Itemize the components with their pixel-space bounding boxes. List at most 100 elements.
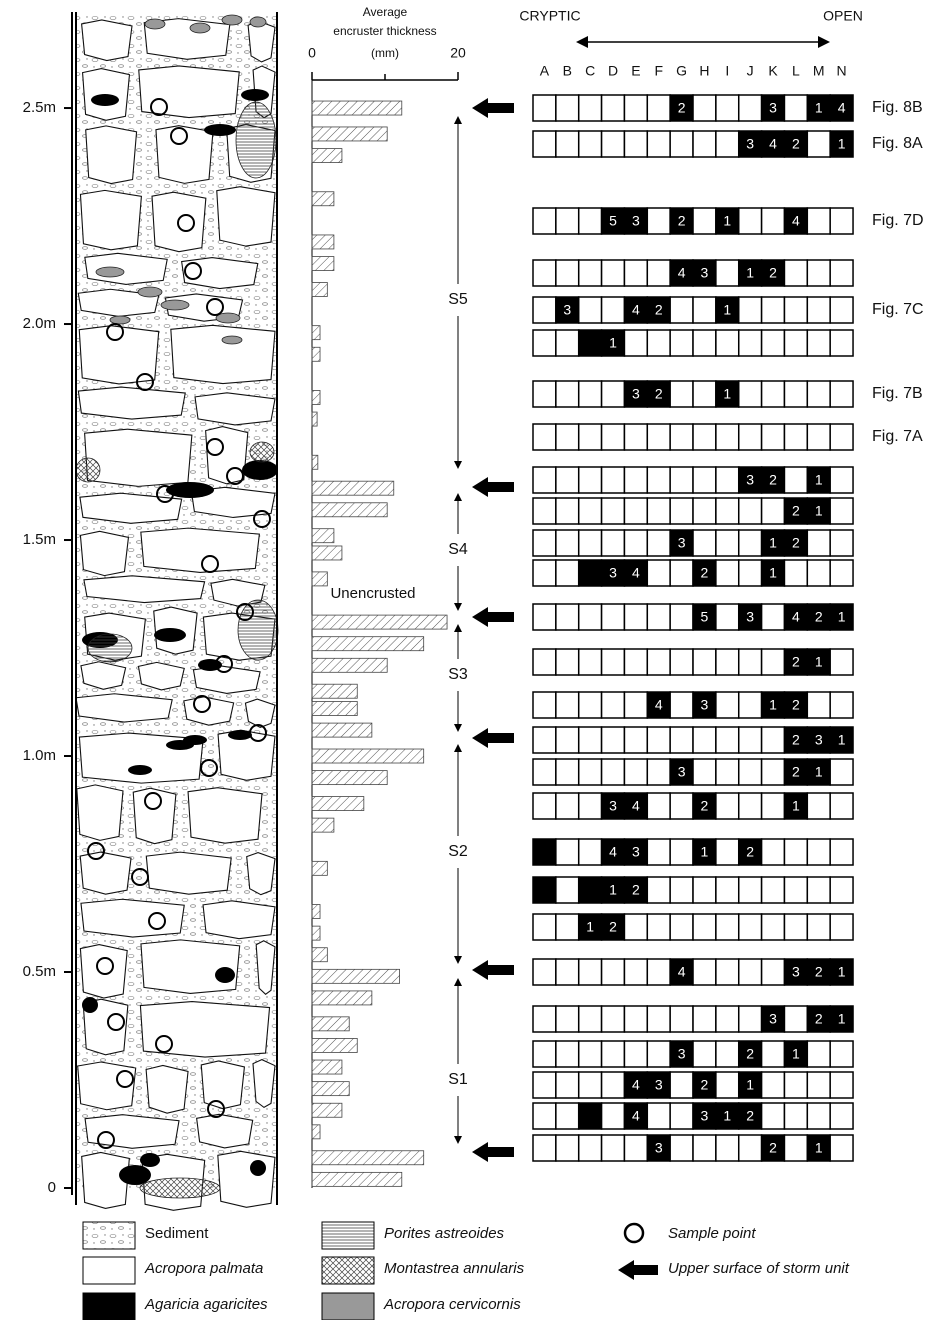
grid-cell xyxy=(579,759,602,785)
bar-axis-title: Average xyxy=(363,5,408,19)
bar-axis-title: encruster thickness xyxy=(333,24,436,38)
grid-cell xyxy=(762,381,785,407)
y-tick-label: 0.5m xyxy=(23,963,56,980)
grid-cell xyxy=(647,877,670,903)
grid-cell xyxy=(693,467,716,493)
cervicornis xyxy=(250,17,266,27)
grid-cell xyxy=(647,560,670,586)
porites xyxy=(236,102,276,178)
rank-label: 2 xyxy=(746,844,754,860)
grid-cell xyxy=(739,877,762,903)
grid-cell xyxy=(579,95,602,121)
grid-cell xyxy=(624,759,647,785)
legend-label: Sediment xyxy=(145,1225,209,1242)
grid-cell xyxy=(533,839,556,865)
grid-cell xyxy=(762,759,785,785)
grid-cell xyxy=(556,727,579,753)
clast xyxy=(188,788,262,843)
grid-cell xyxy=(807,330,830,356)
storm-arrow xyxy=(472,728,514,748)
grid-cell xyxy=(533,914,556,940)
clast xyxy=(218,1151,275,1207)
grid-cell xyxy=(670,560,693,586)
grid-cell xyxy=(762,297,785,323)
bar xyxy=(312,347,320,361)
grid-cell xyxy=(579,131,602,157)
grid-cell xyxy=(624,424,647,450)
grid-cell xyxy=(784,330,807,356)
y-tick-label: 1.0m xyxy=(23,747,56,764)
grid-cell xyxy=(602,1041,625,1067)
storm-arrow xyxy=(472,477,514,497)
grid-cell xyxy=(784,424,807,450)
clast xyxy=(203,901,275,939)
column-label: D xyxy=(608,63,618,79)
rank-label: 1 xyxy=(838,609,846,625)
bar xyxy=(312,326,320,340)
clast xyxy=(146,852,231,894)
row-label: Fig. 7D xyxy=(872,212,924,229)
clast xyxy=(85,253,167,284)
grid-cell xyxy=(624,1006,647,1032)
rank-label: 1 xyxy=(723,302,731,318)
grid-cell xyxy=(647,1041,670,1067)
y-tick-label: 0 xyxy=(48,1179,56,1196)
grid-cell xyxy=(807,424,830,450)
rank-label: 2 xyxy=(792,535,800,551)
legend-swatch xyxy=(322,1222,374,1249)
grid-cell xyxy=(807,297,830,323)
grid-cell xyxy=(579,208,602,234)
grid-cell xyxy=(784,877,807,903)
grid-cell xyxy=(807,131,830,157)
grid-cell xyxy=(762,914,785,940)
grid-cell xyxy=(579,260,602,286)
grid-cell xyxy=(807,208,830,234)
bar xyxy=(312,723,372,737)
rank-label: 1 xyxy=(746,265,754,281)
rank-label: 4 xyxy=(678,964,686,980)
grid-cell xyxy=(693,759,716,785)
rank-label: 2 xyxy=(815,964,823,980)
grid-cell xyxy=(807,1072,830,1098)
bar xyxy=(312,701,357,715)
bar xyxy=(312,637,424,651)
rank-label: 4 xyxy=(769,136,777,152)
open-label: OPEN xyxy=(823,8,863,24)
rank-label: 2 xyxy=(655,386,663,402)
grid-cell xyxy=(533,131,556,157)
grid-cell xyxy=(762,839,785,865)
grid-cell xyxy=(784,467,807,493)
rank-label: 2 xyxy=(792,503,800,519)
column-label: C xyxy=(585,63,595,79)
bar xyxy=(312,572,327,586)
rank-label: 5 xyxy=(609,213,617,229)
grid-cell xyxy=(647,793,670,819)
grid-cell xyxy=(533,877,556,903)
grid-cell xyxy=(807,560,830,586)
grid-cell xyxy=(602,649,625,675)
grid-cell xyxy=(533,560,556,586)
clast xyxy=(80,190,141,249)
grid-cell xyxy=(830,560,853,586)
column-label: A xyxy=(540,63,550,79)
grid-cell xyxy=(533,297,556,323)
grid-cell xyxy=(533,759,556,785)
row-label: Fig. 8B xyxy=(872,99,923,116)
clast xyxy=(141,940,240,994)
storm-arrow xyxy=(472,1142,514,1162)
grid-cell xyxy=(533,692,556,718)
unit-label: S1 xyxy=(448,1071,468,1088)
grid-cell xyxy=(556,131,579,157)
grid-cell xyxy=(807,530,830,556)
grid-cell xyxy=(807,1103,830,1129)
grid-cell xyxy=(556,692,579,718)
grid-cell xyxy=(716,330,739,356)
legend-swatch xyxy=(83,1222,135,1249)
grid-cell xyxy=(716,759,739,785)
rank-label: 4 xyxy=(792,213,800,229)
rank-label: 1 xyxy=(609,882,617,898)
grid-cell xyxy=(533,260,556,286)
grid-cell xyxy=(602,959,625,985)
montastrea xyxy=(140,1178,220,1198)
clast xyxy=(81,899,184,937)
